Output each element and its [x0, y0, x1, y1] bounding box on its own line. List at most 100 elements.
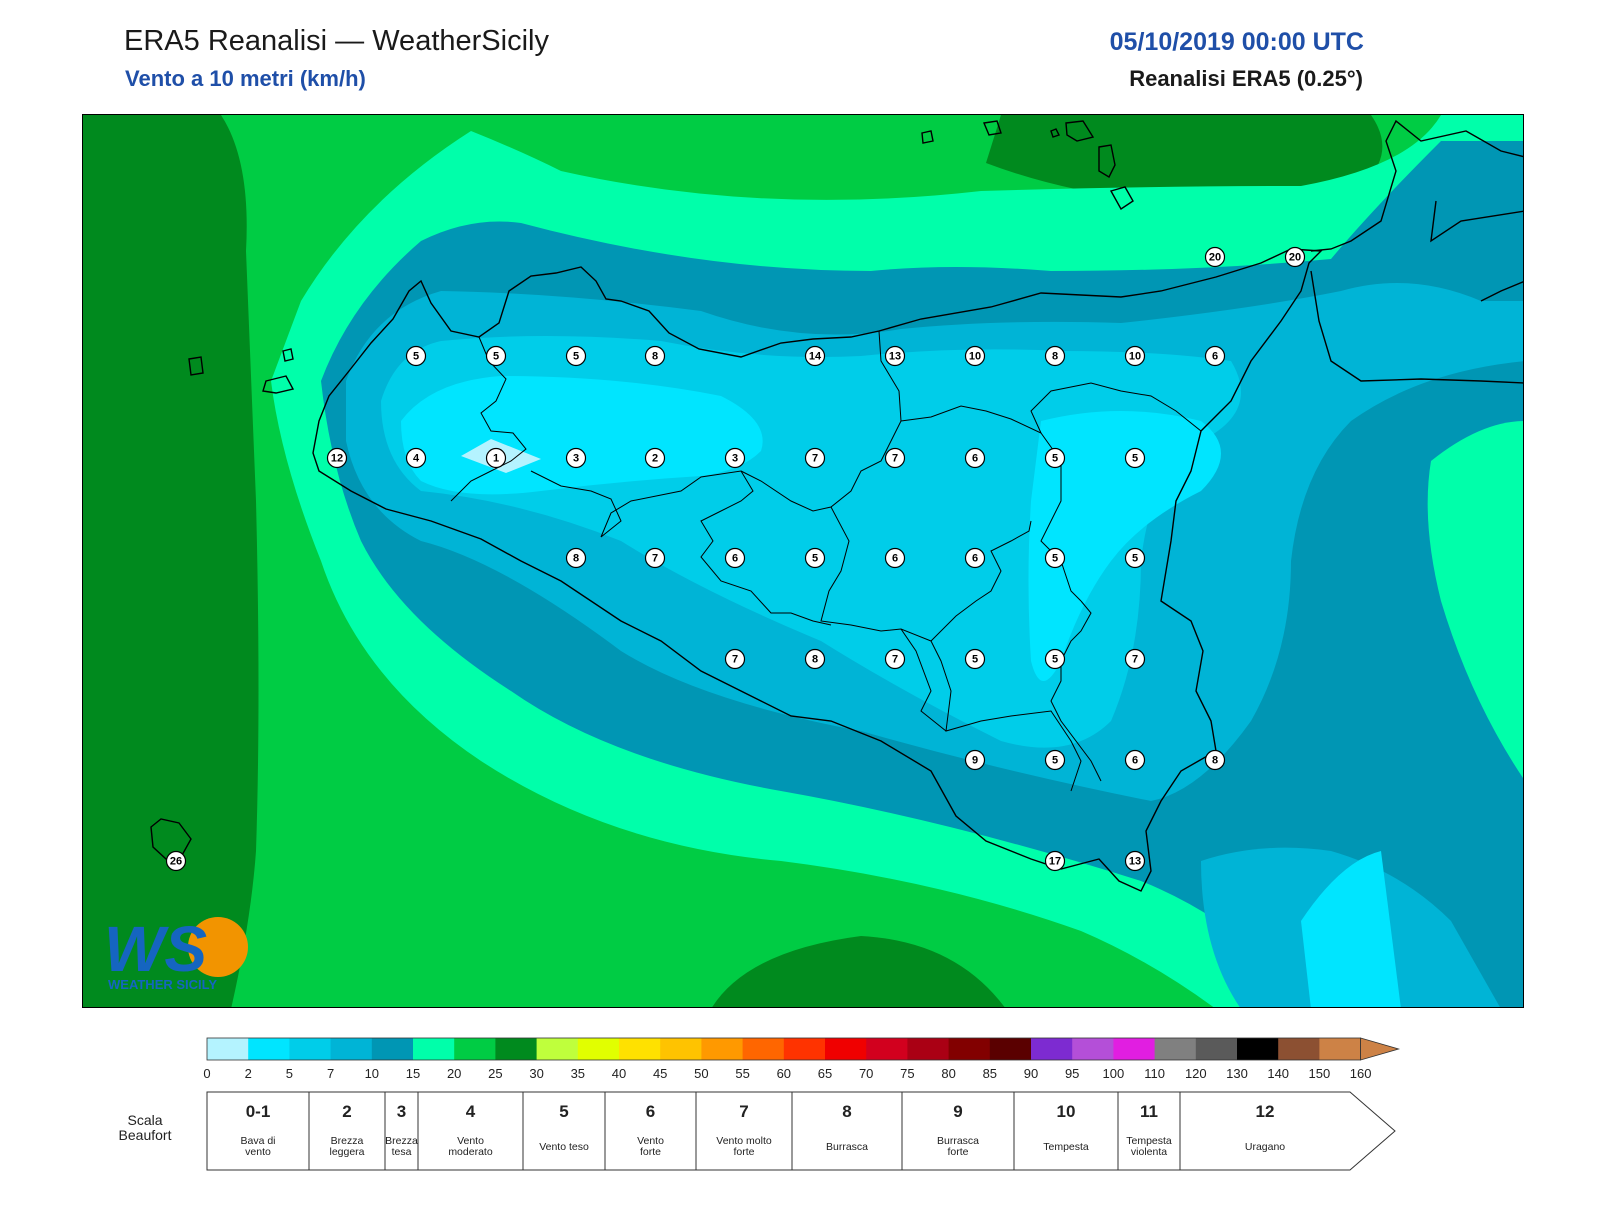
station-marker: 7 — [644, 547, 666, 569]
border-catania-ragusa — [930, 640, 1082, 792]
colorbar-tick-label: 150 — [1309, 1066, 1331, 1081]
station-marker: 5 — [565, 345, 587, 367]
colorbar-tick-label: 120 — [1185, 1066, 1207, 1081]
colorbar-tick-label: 10 — [365, 1066, 379, 1081]
beaufort-level-label-line2: leggera — [329, 1146, 364, 1158]
colorbar-tick-label: 15 — [406, 1066, 420, 1081]
station-marker: 9 — [964, 749, 986, 771]
colorbar-tick-label: 160 — [1350, 1066, 1372, 1081]
beaufort-level-label: Vento molto — [716, 1135, 772, 1147]
colorbar-tick-label: 35 — [571, 1066, 585, 1081]
station-marker: 8 — [1204, 749, 1226, 771]
colorbar-tick-label: 95 — [1065, 1066, 1079, 1081]
island-alicudi — [983, 120, 1002, 136]
contour-south-dark — [712, 936, 1005, 1007]
colorbar-arrow — [1360, 1037, 1401, 1061]
station-value: 10 — [1129, 351, 1141, 363]
station-marker: 6 — [1204, 345, 1226, 367]
beaufort-level-label-line2: forte — [640, 1146, 661, 1158]
colorbar-segment — [495, 1038, 538, 1060]
station-value: 6 — [1132, 755, 1138, 767]
station-marker: 2 — [644, 447, 666, 469]
station-marker: 8 — [565, 547, 587, 569]
beaufort-level-number: 2 — [342, 1102, 351, 1121]
station-value: 14 — [809, 351, 822, 363]
station-marker: 5 — [405, 345, 427, 367]
contour-west-dark — [83, 115, 259, 1007]
station-value: 5 — [413, 351, 419, 363]
beaufort-level-number: 3 — [397, 1102, 406, 1121]
colorbar-tick-label: 2 — [245, 1066, 252, 1081]
station-value: 20 — [1289, 252, 1301, 264]
colorbar-tick-label: 85 — [983, 1066, 997, 1081]
colorbar-tick-label: 110 — [1144, 1066, 1165, 1081]
beaufort-level-label: Uragano — [1245, 1141, 1285, 1153]
station-value: 5 — [1132, 553, 1138, 565]
island-pantelleria — [150, 818, 192, 860]
beaufort-level-label-line2: tesa — [392, 1146, 412, 1158]
station-value: 5 — [1132, 453, 1138, 465]
beaufort-level-number: 8 — [842, 1102, 851, 1121]
station-marker: 10 — [1124, 345, 1146, 367]
legend-canvas: 0 2 5 7 10 15 20 25 30 35 40 45 50 55 60 65 70 75 80 85 90 95… — [119, 1037, 1401, 1171]
colorbar-tick-label: 45 — [653, 1066, 667, 1081]
station-value: 5 — [1052, 453, 1058, 465]
island-ustica — [921, 130, 934, 144]
colorbar-segment — [660, 1038, 702, 1060]
station-marker: 12 — [326, 447, 348, 469]
colorbar-tick-label: 80 — [941, 1066, 955, 1081]
station-marker: 5 — [1044, 648, 1066, 670]
wind-legend: 0 2 5 7 10 15 20 25 30 35 40 45 50 55 60 65 70 75 80 85 90 95… — [0, 1030, 1600, 1200]
colorbar-tick-label: 75 — [900, 1066, 914, 1081]
station-marker: 7 — [884, 648, 906, 670]
colorbar-segment — [1195, 1038, 1238, 1060]
colorbar-tick-label: 70 — [859, 1066, 873, 1081]
station-value: 7 — [1132, 654, 1138, 666]
beaufort-level-label: Vento — [457, 1135, 484, 1147]
svg-text:WEATHER SICILY: WEATHER SICILY — [108, 977, 217, 992]
beaufort-level-number: 9 — [953, 1102, 962, 1121]
wind-map: 5 5 5 8 14 13 10 8 10 6 12 4 1 3 2 3 7 7 6 5 5 8 7 6 5 6 6 5 5 7 8 7 5 5 7… — [82, 114, 1524, 1008]
station-marker: 20 — [1284, 246, 1306, 268]
beaufort-level-label: Brezza — [385, 1135, 418, 1147]
beaufort-level-number: 11 — [1140, 1102, 1158, 1121]
colorbar-segment — [1278, 1038, 1320, 1060]
station-value: 8 — [652, 351, 658, 363]
station-marker: 8 — [804, 648, 826, 670]
valid-datetime: 05/10/2019 00:00 UTC — [1109, 28, 1364, 56]
station-value: 8 — [573, 553, 579, 565]
station-value: 8 — [1212, 755, 1218, 767]
wind-map-canvas: 5 5 5 8 14 13 10 8 10 612 4 1 3 2 3 7 7 6 5 58 7 6 5 6 6 5 57 8 7 5 5 7… — [83, 115, 1523, 1007]
colorbar-tick-label: 90 — [1024, 1066, 1038, 1081]
station-value: 8 — [812, 654, 818, 666]
station-value: 2 — [652, 453, 658, 465]
station-marker: 17 — [1044, 850, 1066, 872]
station-marker: 5 — [804, 547, 826, 569]
beaufort-level-number: 0-1 — [246, 1102, 271, 1121]
island-marettimo — [188, 356, 204, 376]
map-title: ERA5 Reanalisi — WeatherSicily — [124, 25, 549, 57]
station-marker: 6 — [1124, 749, 1146, 771]
station-value: 13 — [1129, 856, 1141, 868]
station-value: 5 — [1052, 755, 1058, 767]
beaufort-level-label: Tempesta — [1043, 1141, 1089, 1153]
colorbar-tick-label: 25 — [488, 1066, 502, 1081]
station-marker: 3 — [565, 447, 587, 469]
station-value: 6 — [1212, 351, 1218, 363]
beaufort-level-label: Tempesta — [1126, 1135, 1172, 1147]
station-value: 3 — [573, 453, 579, 465]
border-palermo-agrigento — [530, 470, 832, 626]
colorbar-tick-label: 40 — [612, 1066, 626, 1081]
colorbar: 0 2 5 7 10 15 20 25 30 35 40 45 50 55 60 65 70 75 80 85 90 95… — [203, 1037, 1401, 1081]
colorbar-segment — [989, 1038, 1032, 1060]
colorbar-tick-label: 140 — [1267, 1066, 1289, 1081]
wind-stations: 5 5 5 8 14 13 10 8 10 612 4 1 3 2 3 7 7 6 5 58 7 6 5 6 6 5 57 8 7 5 5 7… — [165, 246, 1306, 872]
station-value: 6 — [972, 453, 978, 465]
station-marker: 1 — [485, 447, 507, 469]
border-messina-catania — [1030, 382, 1202, 434]
colorbar-tick-label: 30 — [529, 1066, 543, 1081]
station-marker: 7 — [884, 447, 906, 469]
beaufort-title-line1: Scala — [127, 1112, 162, 1128]
colorbar-segment — [207, 1038, 249, 1060]
